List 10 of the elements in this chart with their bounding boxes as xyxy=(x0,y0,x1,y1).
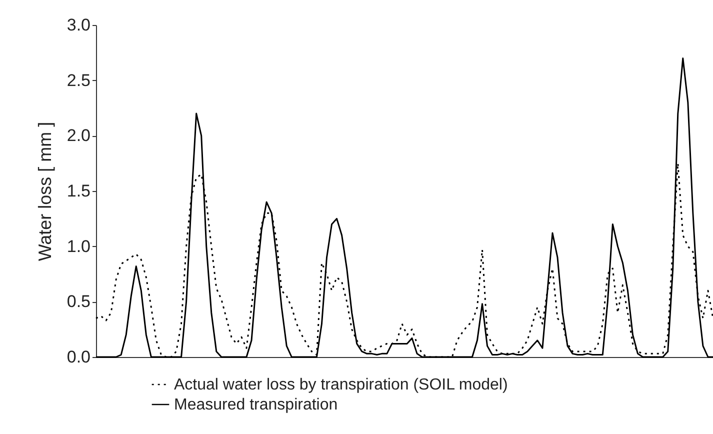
legend-label: Measured transpiration xyxy=(174,396,338,414)
y-axis-title: Water loss [ mm ] xyxy=(34,122,55,262)
y-tick-label: 2.0 xyxy=(66,126,90,146)
legend-label: Actual water loss by transpiration (SOIL model) xyxy=(174,376,508,394)
y-tick-label: 1.5 xyxy=(66,182,90,200)
y-tick-label: 2.5 xyxy=(66,70,90,90)
y-tick-label: 3.0 xyxy=(66,16,90,34)
y-tick-label: 1.0 xyxy=(66,236,90,256)
y-tick-label: 0.0 xyxy=(66,348,90,366)
y-tick-label: 0.5 xyxy=(66,292,90,312)
